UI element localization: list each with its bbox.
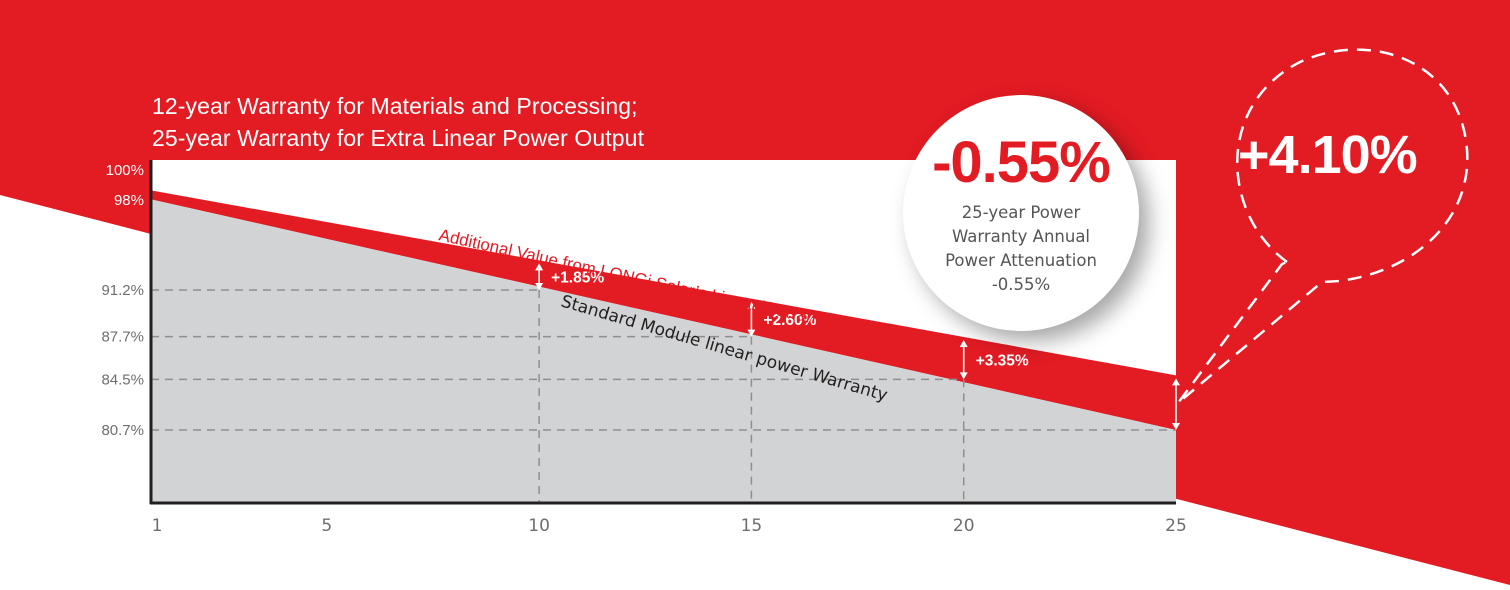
attenuation-value: -0.55% [932,130,1111,195]
x-tick-label: 25 [1165,516,1187,536]
annual-attenuation-badge: -0.55% 25-year Power Warranty Annual Pow… [903,95,1139,331]
arrow-down-icon [1172,423,1180,430]
arrow-up-icon [1172,378,1180,386]
x-tick-labels: 1 5 10 15 20 25 [152,516,1187,536]
x-tick-label: 20 [953,516,975,536]
total-gain-value: +4.10% [1238,125,1418,185]
speech-bubble-dashed-icon [1176,48,1469,404]
x-tick-label: 5 [321,516,332,536]
x-tick-label: 10 [528,516,550,536]
gain-label: +3.35% [976,353,1029,370]
arrow-down-icon [747,329,756,337]
standard-warranty-area [151,199,1176,504]
longi-additional-value-area [151,190,1176,430]
attenuation-desc-line: Warranty Annual [951,227,1091,246]
y-tick-label: 84.5% [101,371,144,388]
attenuation-description: 25-year Power Warranty Annual Power Atte… [903,201,1139,297]
gain-arrows [535,263,1180,430]
y-tick-label: 98% [114,192,144,209]
arrow-up-icon [535,263,544,271]
y-tick-label: 91.2% [101,282,144,299]
gain-label: +2.60% [763,312,816,329]
arrow-up-icon [959,340,968,348]
chart-title-line-2: 25-year Warranty for Extra Linear Power … [152,125,645,151]
attenuation-desc-line: 25-year Power [961,203,1081,222]
arrow-down-icon [959,372,968,380]
y-tick-label: 80.7% [101,422,144,439]
chart-title-line-1: 12-year Warranty for Materials and Proce… [152,93,638,119]
gridlines [151,289,1176,503]
arrow-down-icon [535,283,544,290]
y-tick-label: 100% [106,162,144,179]
attenuation-desc-line: Power Attenuation [945,251,1097,270]
attenuation-desc-line: -0.55% [991,275,1051,294]
x-tick-label: 1 [152,516,163,536]
arrow-up-icon [747,301,756,309]
y-tick-labels: 100% 98% 91.2% 87.7% 84.5% 80.7% [101,162,144,439]
gain-labels: +1.85% +2.60% +3.35% [551,270,1029,370]
gain-label: +1.85% [551,270,604,287]
x-tick-label: 15 [741,516,763,536]
y-tick-label: 87.7% [101,329,144,346]
